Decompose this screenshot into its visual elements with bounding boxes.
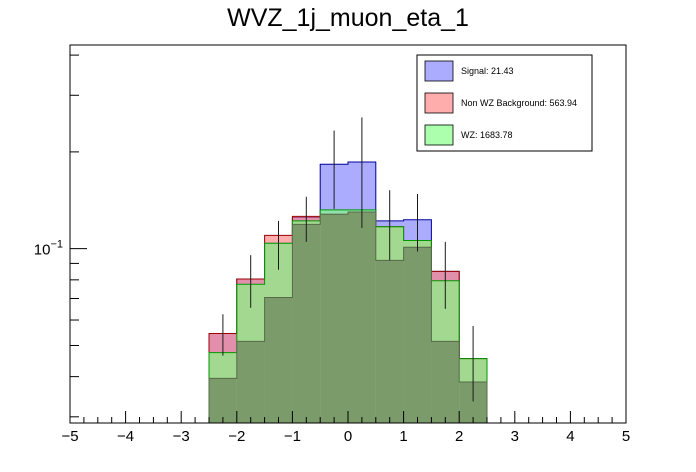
- x-tick-label: −3: [173, 428, 190, 445]
- series-overlap: [208, 211, 488, 423]
- x-tick-label: 5: [622, 428, 630, 445]
- histogram-bars: [208, 161, 488, 423]
- outline-wz: [208, 209, 488, 423]
- bar-overlap-2: [264, 297, 293, 423]
- bar-overlap-1: [236, 341, 265, 423]
- y-tick-base: 10: [34, 242, 51, 259]
- x-tick-label: −2: [228, 428, 245, 445]
- x-tick-label: 0: [344, 428, 352, 445]
- legend-swatch-2: [424, 124, 454, 146]
- x-tick-label: −1: [284, 428, 301, 445]
- y-tick-exponent: −1: [50, 239, 63, 251]
- bar-overlap-0: [209, 378, 237, 423]
- x-axis: −5 −4 −3 −2 −1 0 1 2 3 4 5: [61, 411, 630, 445]
- legend-label-2: WZ: 1683.78: [461, 130, 513, 140]
- legend-label-0: Signal: 21.43: [461, 66, 514, 76]
- x-tick-label: 1: [399, 428, 407, 445]
- bar-overlap-3: [292, 224, 321, 423]
- x-tick-label: 3: [511, 428, 519, 445]
- x-tick-label: −5: [61, 428, 78, 445]
- bar-overlap-6: [375, 260, 404, 423]
- y-axis: 10−1: [34, 54, 87, 418]
- legend-label-1: Non WZ Background: 563.94: [461, 98, 577, 108]
- x-tick-label: 2: [455, 428, 463, 445]
- bar-overlap-4: [320, 214, 348, 423]
- y-tick-label: 10−1: [34, 239, 63, 259]
- error-bars: [222, 117, 474, 402]
- bar-overlap-7: [403, 247, 432, 423]
- bar-overlap-8: [431, 341, 460, 423]
- x-tick-label: 4: [566, 428, 574, 445]
- legend-swatch-1: [424, 92, 454, 114]
- chart-title: WVZ_1j_muon_eta_1: [227, 4, 469, 32]
- outline-overlap: [208, 211, 488, 423]
- x-tick-label: −4: [117, 428, 134, 445]
- bar-overlap-5: [348, 212, 376, 423]
- legend: Signal: 21.43 Non WZ Background: 563.94 WZ…: [416, 54, 593, 152]
- legend-swatch-0: [424, 60, 454, 82]
